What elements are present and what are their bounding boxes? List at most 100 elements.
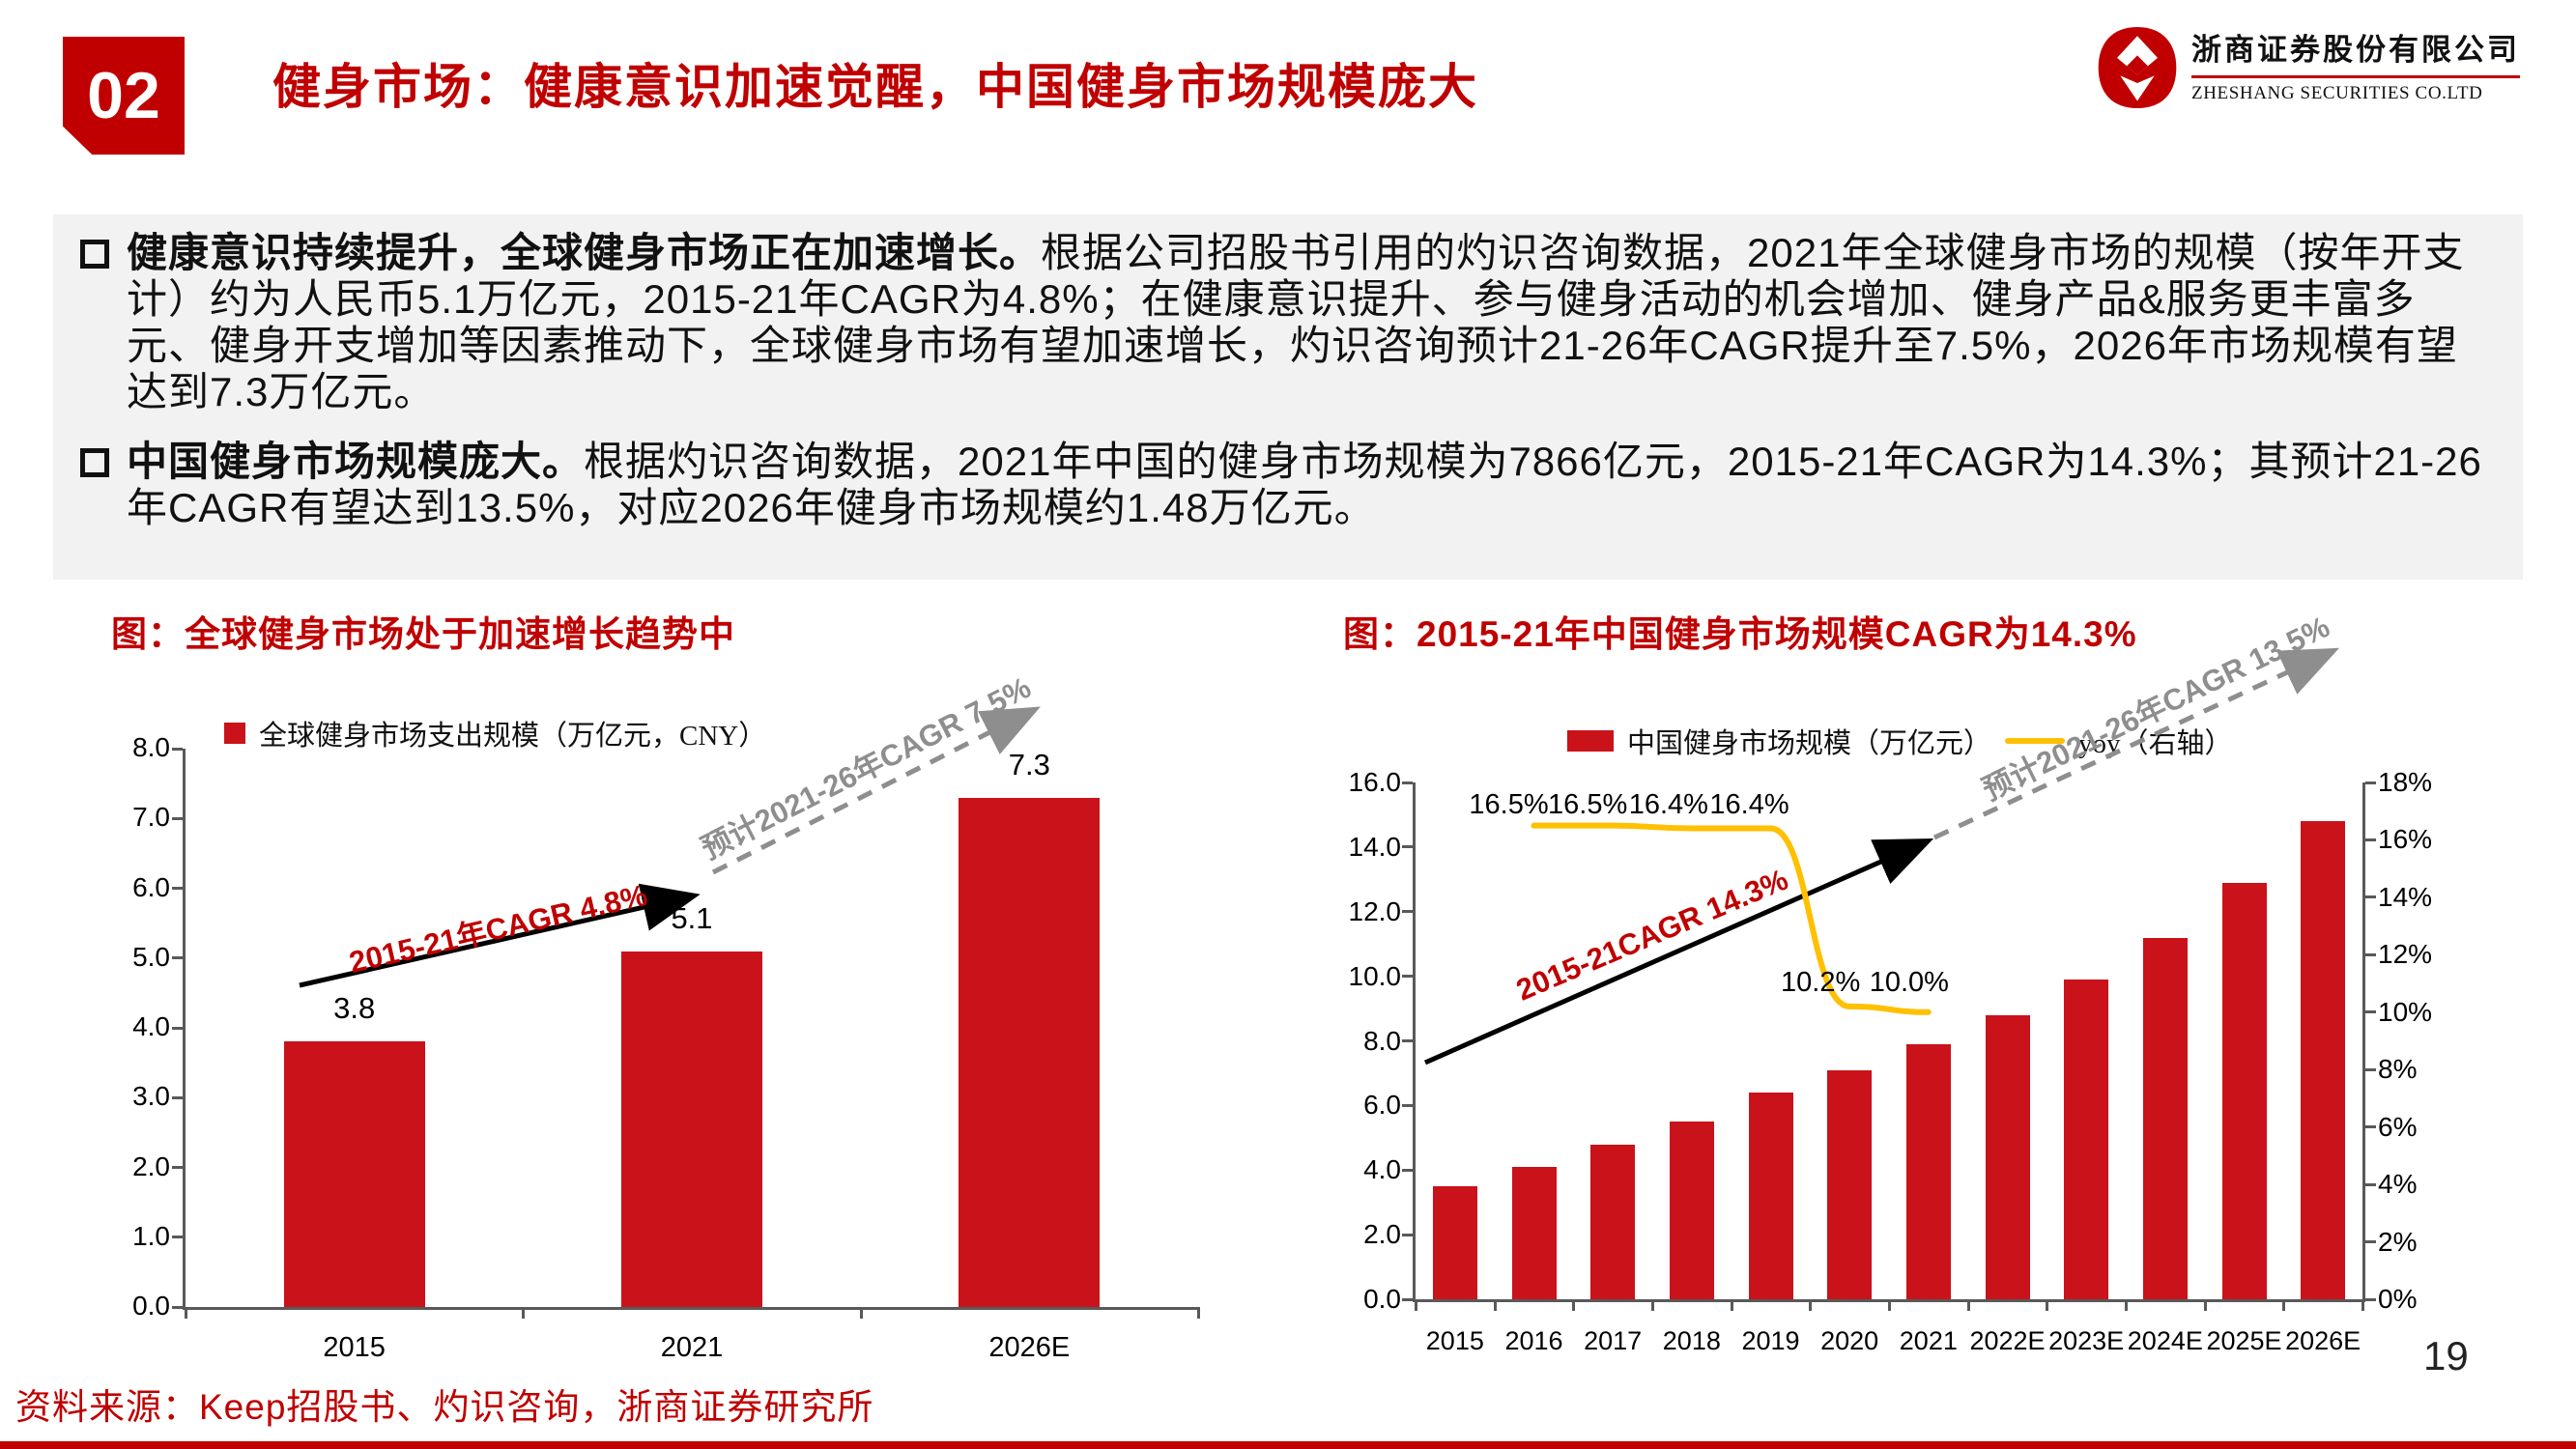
cagr-annotation-2021-26: 预计2021-26年CAGR 13.5% [1977,609,2335,808]
y-tick-label-right: 10% [2378,996,2433,1027]
y-tick-mark-left [1402,910,1413,914]
y-tick-mark-left [1402,1233,1413,1236]
y-tick-mark-right [2365,1125,2376,1129]
yoy-point-label: 10.0% [1869,967,1949,998]
bar [2301,821,2346,1299]
x-axis-label: 2022E [1969,1326,2046,1355]
y-tick-label-right: 14% [2378,881,2433,912]
y-tick-label: 2.0 [132,1151,170,1181]
y-tick-mark-right [2365,895,2376,899]
left-chart-title: 图：全球健身市场处于加速增长趋势中 [111,614,735,654]
y-tick-label-right: 2% [2378,1226,2418,1257]
china-fitness-market-chart: 中国健身市场规模（万亿元） yoy（右轴） 2015-21CAGR 14.3% … [1333,599,2479,1372]
legend-label: 全球健身市场支出规模（万亿元，CNY） [259,721,767,752]
y-axis-line [183,749,186,1307]
y-tick-label-right: 4% [2378,1169,2418,1200]
y-tick-label-right: 18% [2378,767,2433,797]
y-tick-mark-right [2365,1182,2376,1186]
bar [1985,1014,2030,1299]
x-tick-mark [2046,1299,2049,1311]
y-tick-label-left: 16.0 [1348,767,1402,797]
bar [1905,1043,1951,1299]
yoy-point-label: 16.4% [1709,789,1789,820]
bullet-text: 健康意识持续提升，全球健身市场正在加速增长。根据公司招股书引用的灼识咨询数据，2… [127,230,2494,415]
x-axis-label: 2026E [2285,1326,2361,1355]
x-axis-label: 2021 [1899,1326,1958,1355]
y-tick-label: 8.0 [132,732,170,762]
y-tick-mark-left [1402,1168,1413,1172]
y-tick-mark-left [1402,975,1413,979]
y-tick-mark-right [2365,1297,2376,1301]
bullet-square-icon [80,448,109,477]
y-tick-mark [172,747,183,751]
y-tick-mark [172,1166,183,1169]
x-axis-line [183,1307,1198,1310]
bar [1511,1166,1557,1299]
x-tick-mark [2361,1299,2364,1311]
summary-panel: 健康意识持续提升，全球健身市场正在加速增长。根据公司招股书引用的灼识咨询数据，2… [53,214,2523,580]
y-tick-label-left: 10.0 [1348,960,1402,991]
left-chart-legend: 全球健身市场支出规模（万亿元，CNY） [224,713,766,753]
x-axis-label: 2019 [1741,1326,1800,1355]
section-number-badge: 02 [63,37,185,155]
company-logo-text: 浙商证券股份有限公司 ZHESHANG SECURITIES CO.LTD [2191,25,2520,104]
x-tick-mark [1730,1299,1733,1311]
y-tick-mark [172,956,183,960]
x-axis-label: 2023E [2048,1326,2125,1355]
yoy-point-label: 16.5% [1548,789,1628,820]
y-tick-label: 1.0 [132,1220,170,1251]
y-axis-right-line [2362,782,2365,1299]
x-tick-mark [1651,1299,1654,1311]
bar [283,1041,425,1307]
x-axis-label: 2020 [1820,1326,1879,1355]
y-tick-label-left: 0.0 [1363,1284,1401,1314]
bullet-text: 中国健身市场规模庞大。根据灼识咨询数据，2021年中国的健身市场规模为7866亿… [127,439,2494,531]
bar [621,951,762,1307]
bottom-accent-bar [0,1441,2576,1449]
bar [2142,937,2188,1299]
x-axis-label: 2015 [323,1332,386,1363]
x-tick-mark [522,1307,526,1319]
y-tick-label-left: 4.0 [1363,1154,1401,1185]
cagr-annotation-2015-21: 2015-21CAGR 14.3% [1511,862,1793,1008]
y-tick-mark [172,1095,183,1099]
bullet-item: 健康意识持续提升，全球健身市场正在加速增长。根据公司招股书引用的灼识咨询数据，2… [78,230,2498,415]
bar-value-label: 7.3 [1008,747,1050,781]
bar [959,797,1101,1307]
right-chart-title: 图：2015-21年中国健身市场规模CAGR为14.3% [1343,614,2137,654]
yoy-point-label: 16.4% [1628,789,1708,820]
source-note: 资料来源：Keep招股书、灼识咨询，浙商证券研究所 [15,1387,874,1427]
y-axis-left-line [1413,782,1416,1299]
company-logo: 浙商证券股份有限公司 ZHESHANG SECURITIES CO.LTD [2097,25,2520,115]
y-tick-mark-left [1402,1297,1413,1301]
y-tick-mark [172,1026,183,1030]
y-tick-label: 5.0 [132,941,170,972]
bar [2064,979,2109,1299]
y-tick-mark-right [2365,1240,2376,1244]
bar [1590,1144,1636,1299]
x-axis-label: 2021 [660,1332,724,1363]
y-tick-mark-left [1402,845,1413,849]
y-tick-label-left: 8.0 [1363,1025,1401,1056]
y-tick-mark [172,1236,183,1239]
y-tick-label-left: 12.0 [1348,895,1402,926]
y-tick-mark [172,887,183,890]
bar-legend-swatch-icon [224,723,245,744]
y-tick-label-left: 6.0 [1363,1090,1401,1121]
y-tick-mark-left [1402,1103,1413,1107]
y-tick-label: 6.0 [132,871,170,902]
company-name-en: ZHESHANG SECURITIES CO.LTD [2191,83,2483,103]
x-tick-mark [1966,1299,1970,1311]
company-name-cn: 浙商证券股份有限公司 [2191,33,2520,67]
logo-divider [2191,75,2520,78]
y-tick-mark-right [2365,1010,2376,1014]
y-tick-label: 0.0 [132,1291,170,1321]
cagr-arrow-solid [1423,838,1934,1065]
x-axis-label: 2015 [1425,1326,1484,1355]
company-logo-icon [2097,25,2178,115]
x-tick-mark [1415,1299,1417,1311]
y-tick-mark-right [2365,838,2376,841]
yoy-point-label: 10.2% [1781,967,1861,998]
y-tick-label-left: 2.0 [1363,1219,1401,1250]
